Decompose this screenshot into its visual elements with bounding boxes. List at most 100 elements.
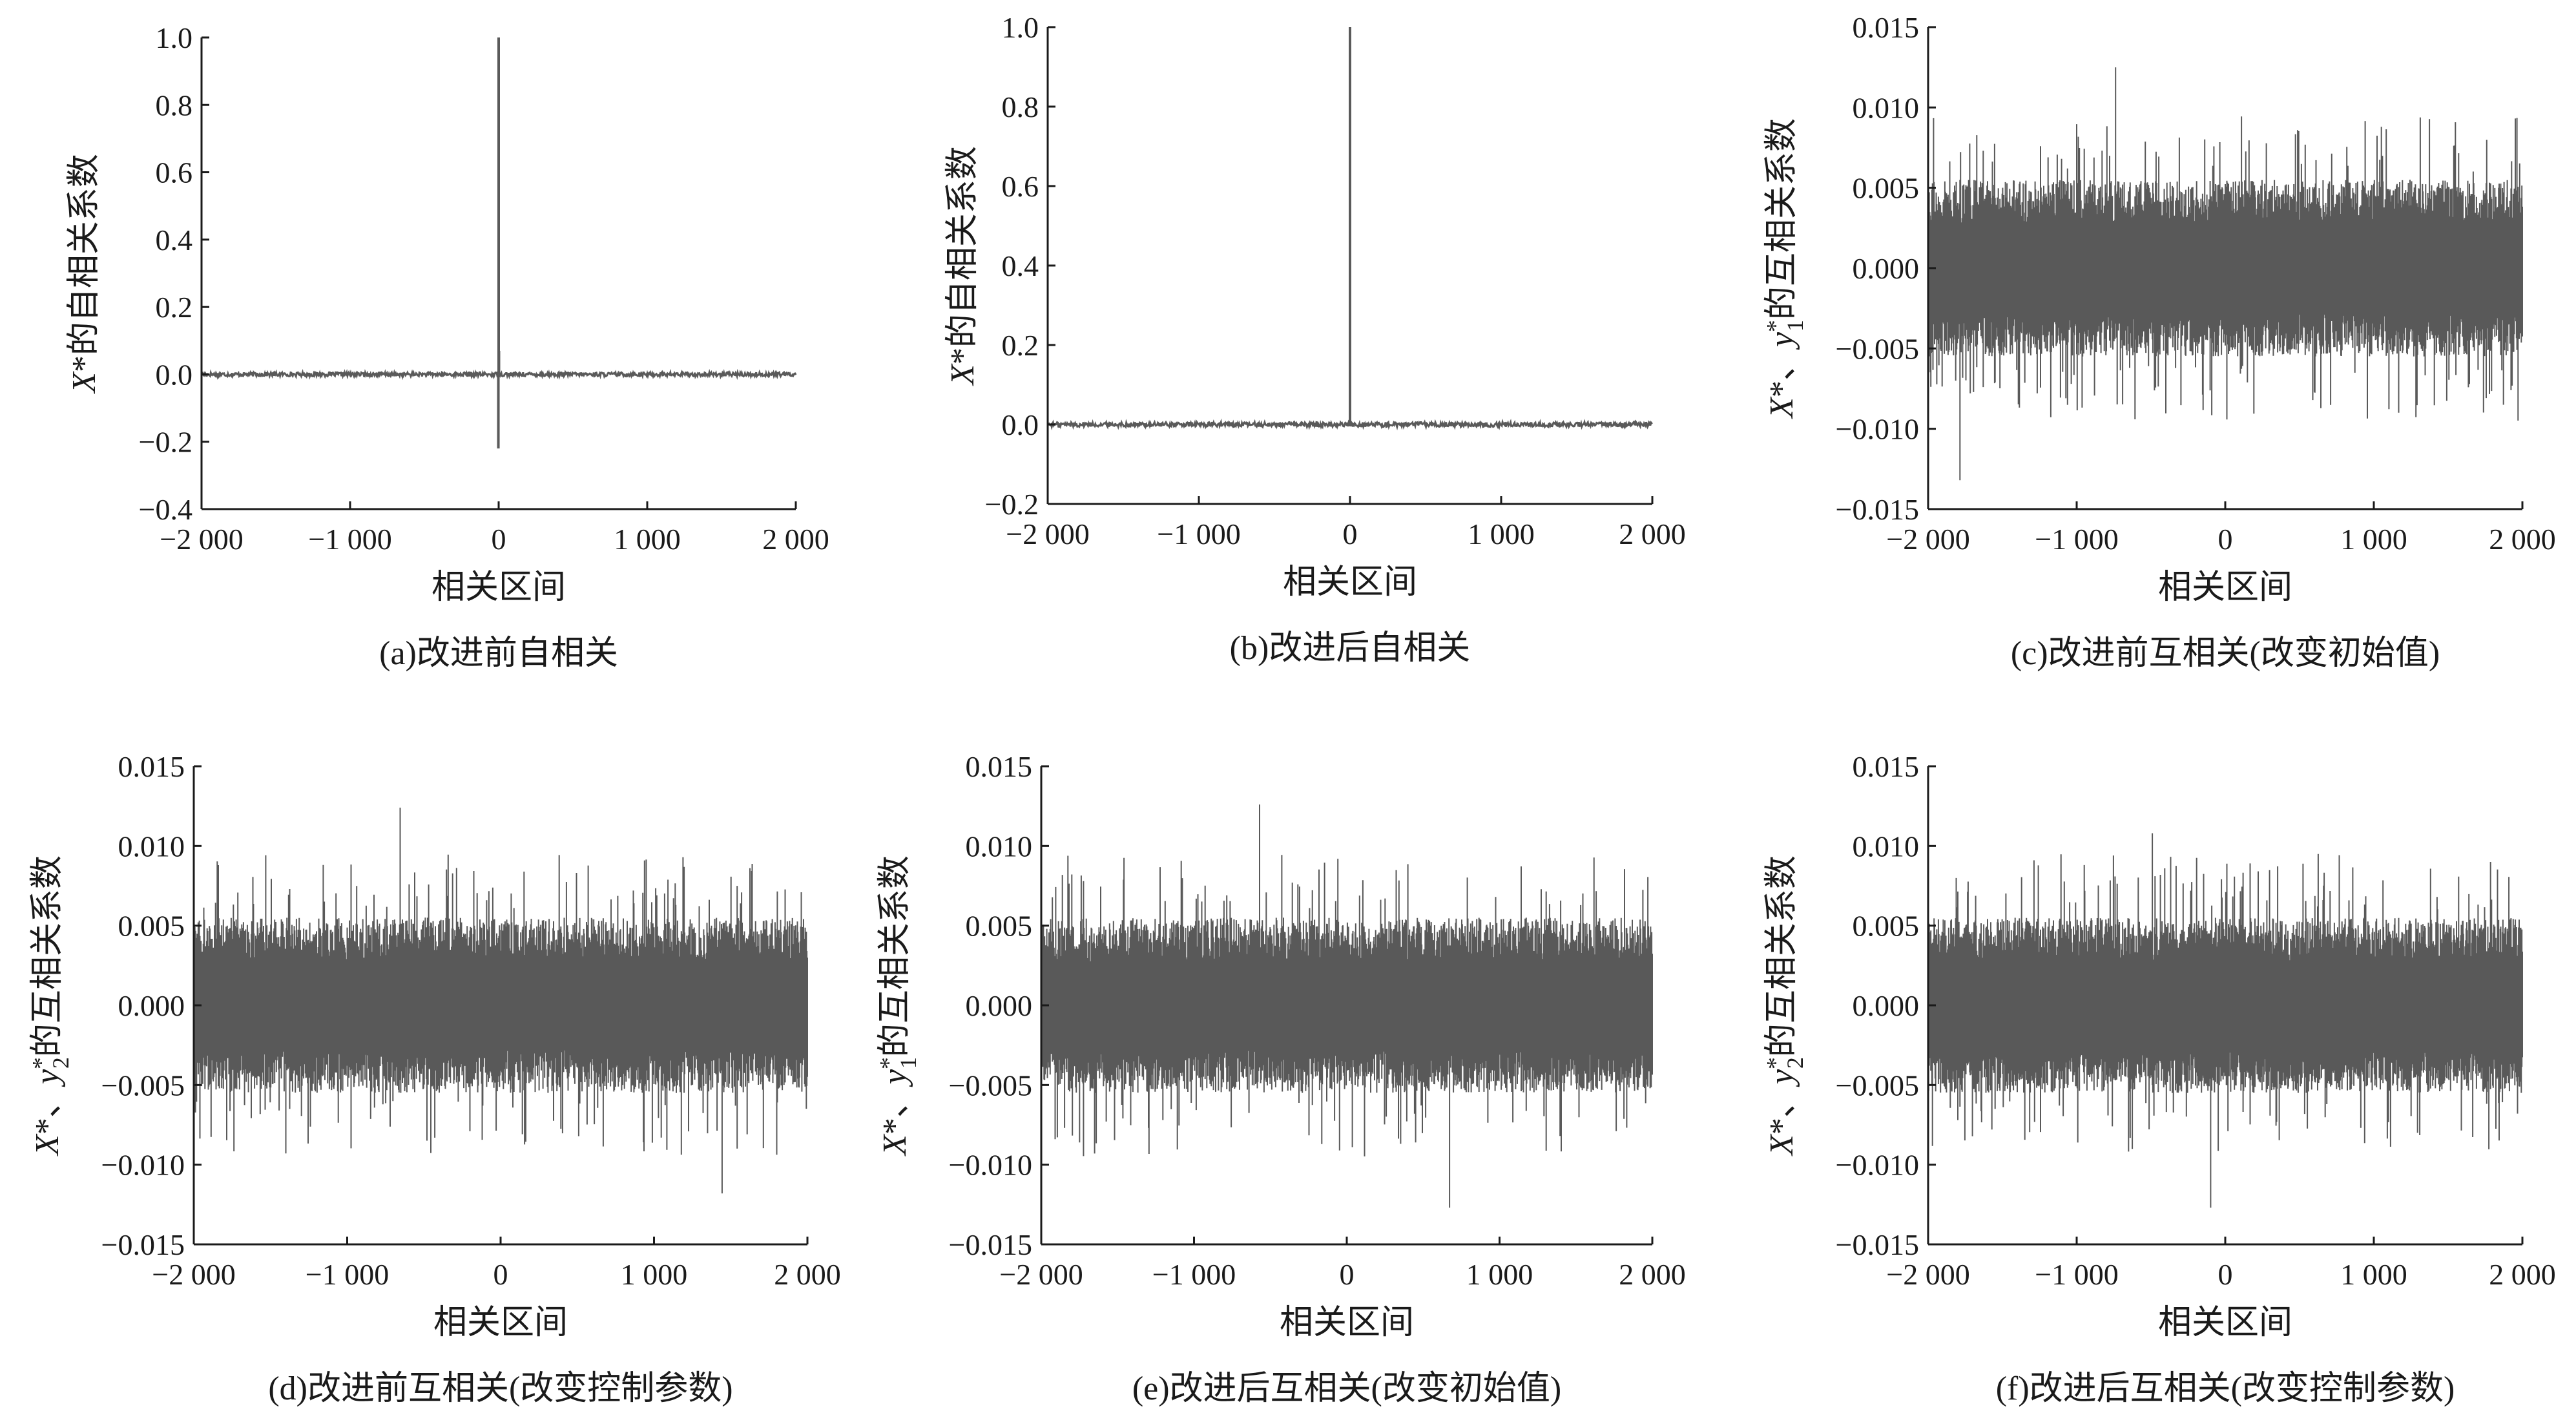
x-tick-label: 0 [2218,523,2233,556]
crosscorr-trace [1041,804,1653,1208]
y-tick-label: −0.2 [985,488,1039,521]
y-tick-label: −0.2 [139,426,192,459]
y-tick-label: −0.010 [101,1149,185,1182]
x-tick-label: 2 000 [774,1258,841,1291]
crosscorr-trace [193,808,808,1194]
y-tick-label: 0.000 [118,989,185,1022]
x-axis-title: 相关区间 [1280,1304,1414,1341]
y-tick-label: 0.010 [966,830,1033,863]
y-tick-label: 1.0 [1002,11,1039,44]
y-tick-label: 0.015 [966,750,1033,783]
y-tick-label: −0.4 [139,493,192,526]
y-tick-label: 0.2 [1002,329,1039,362]
x-tick-label: −1 000 [2035,1258,2118,1291]
series-a [200,37,797,449]
panel-caption: (a)改进前自相关 [379,635,618,672]
y-tick-label: 0.4 [156,224,193,256]
panel-caption: (e)改进后互相关(改变初始值) [1132,1370,1561,1407]
x-axis-title: 相关区间 [2158,569,2292,606]
x-tick-label: −1 000 [308,523,391,556]
crosscorr-trace [1927,67,2523,481]
panel-caption: (f)改进后互相关(改变控制参数) [1996,1370,2455,1407]
y-tick-label: 0.015 [118,750,185,783]
x-tick-label: −2 000 [152,1258,235,1291]
series-e [1041,804,1653,1208]
panel-caption: (b)改进后自相关 [1230,630,1471,667]
y-tick-label: 0.6 [156,156,193,189]
y-axis-title: X*、y*1的互相关系数 [875,855,921,1157]
y-tick-label: −0.010 [1836,1149,1919,1182]
y-tick-label: −0.015 [101,1228,185,1261]
x-tick-label: 2 000 [2489,523,2556,556]
chart-panel-f: −0.015 −0.010 −0.005 0.000 0.005 0.010 0.015 −2… [1762,750,2556,1407]
y-tick-label: 0.0 [156,358,193,391]
x-tick-label: 2 000 [1619,518,1686,550]
series-d [193,808,808,1194]
y-tick-label: 0.2 [156,291,193,324]
y-tick-label: 0.015 [1853,750,1920,783]
x-tick-label: −1 000 [2035,523,2118,556]
y-tick-label: −0.010 [949,1149,1032,1182]
y-tick-label: 0.000 [1853,989,1920,1022]
x-tick-label: 2 000 [1619,1258,1686,1291]
x-tick-label: −1 000 [306,1258,389,1291]
x-axis-title: 相关区间 [431,569,566,606]
y-axis-title: X*、y*2的互相关系数 [28,855,74,1157]
x-tick-label: 1 000 [614,523,681,556]
x-axis-title: 相关区间 [1283,564,1417,601]
y-tick-label: 0.8 [1002,90,1039,123]
x-tick-label: −2 000 [160,523,243,556]
x-tick-label: −2 000 [1886,1258,1969,1291]
x-tick-label: 0 [493,1258,508,1291]
y-axis-title: X*的自相关系数 [944,146,981,386]
y-tick-label: −0.015 [949,1228,1032,1261]
y-tick-label: 0.4 [1002,249,1039,282]
y-tick-label: −0.005 [1836,332,1919,365]
y-tick-label: 0.010 [118,830,185,863]
chart-panel-a: −0.4 −0.2 0.0 0.2 0.4 0.6 0.8 1.0 −2 000 −1 000 0 1… [66,21,829,672]
x-tick-label: 0 [492,523,506,556]
y-tick-label: 0.005 [1853,910,1920,943]
x-tick-label: −2 000 [999,1258,1083,1291]
y-tick-label: 0.015 [1853,11,1920,44]
panel-caption: (d)改进前互相关(改变控制参数) [268,1370,732,1407]
y-tick-label: 0.005 [1853,172,1920,205]
series-c [1927,67,2523,481]
x-tick-label: 2 000 [762,523,829,556]
x-tick-label: −2 000 [1886,523,1969,556]
crosscorr-trace [1927,833,2523,1208]
x-tick-label: 1 000 [2340,1258,2407,1291]
y-tick-label: −0.005 [1836,1069,1919,1102]
y-tick-label: −0.015 [1836,1228,1919,1261]
autocorr-baseline-line [1046,418,1653,431]
series-f [1927,833,2523,1208]
y-tick-label: −0.015 [1836,493,1919,526]
y-tick-label: −0.005 [101,1069,185,1102]
x-axis-title: 相关区间 [2158,1304,2292,1341]
series-b [1046,27,1653,431]
y-axis-title: X*、y*2的互相关系数 [1762,855,1808,1157]
chart-panel-b: −0.2 0.0 0.2 0.4 0.6 0.8 1.0 −2 000 −1 000 0 1 000… [944,11,1686,667]
chart-panel-c: −0.015 −0.010 −0.005 0.000 0.005 0.010 0.015 −2… [1762,11,2556,672]
panel-caption: (c)改进前互相关(改变初始值) [2011,635,2440,672]
y-tick-label: 0.8 [156,89,193,121]
y-axis-title: X*的自相关系数 [66,154,103,394]
x-axis-title: 相关区间 [433,1304,568,1341]
x-tick-label: −2 000 [1006,518,1089,550]
x-tick-label: 2 000 [2489,1258,2556,1291]
chart-panel-e: −0.015 −0.010 −0.005 0.000 0.005 0.010 0.015 −2… [875,750,1686,1407]
y-tick-label: 1.0 [156,21,193,54]
x-tick-label: 0 [1343,518,1358,550]
y-tick-label: 0.6 [1002,170,1039,203]
y-tick-label: 0.010 [1853,91,1920,124]
y-tick-label: −0.005 [949,1069,1032,1102]
x-tick-label: −1 000 [1152,1258,1236,1291]
y-tick-label: 0.005 [966,910,1033,943]
y-tick-label: −0.010 [1836,413,1919,446]
x-tick-label: −1 000 [1157,518,1240,550]
y-tick-label: 0.0 [1002,408,1039,441]
y-tick-label: 0.000 [966,989,1033,1022]
y-axis-title: X*、y*1的互相关系数 [1762,118,1808,419]
x-tick-label: 1 000 [621,1258,688,1291]
